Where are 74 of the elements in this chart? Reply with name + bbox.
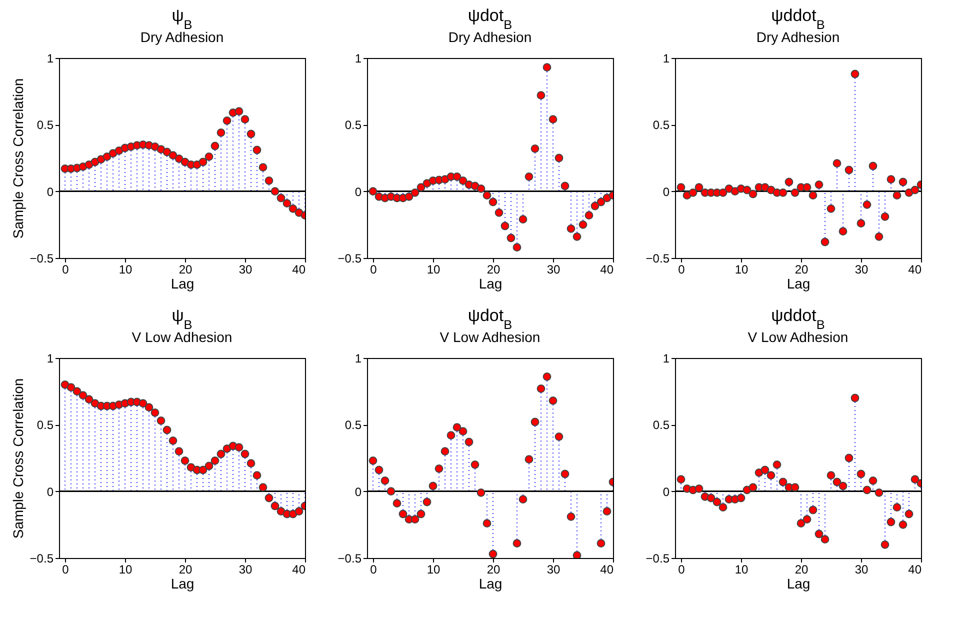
y-tick-label: 0.5 <box>36 418 54 432</box>
y-tick-label: 0 <box>354 184 362 199</box>
y-tick-label: −0.5 <box>646 552 670 566</box>
y-axis-title: Sample Cross Correlation <box>10 378 26 539</box>
x-tick-label: 0 <box>678 262 686 276</box>
x-tick-label: 20 <box>178 262 192 276</box>
y-tick-label: 1 <box>662 352 670 366</box>
x-tick-label: 20 <box>794 262 808 276</box>
chart-subtitle: V Low Adhesion <box>132 329 232 345</box>
x-tick-label: 10 <box>734 262 748 276</box>
x-tick-label: 10 <box>734 562 748 576</box>
y-tick-label: 1 <box>662 52 670 66</box>
y-tick-label: 0.5 <box>36 118 54 132</box>
y-tick-label: −0.5 <box>30 252 54 266</box>
x-tick-label: 40 <box>600 562 614 576</box>
x-tick-label: 30 <box>546 262 560 276</box>
x-tick-label: 40 <box>292 262 306 276</box>
y-axis-title: Sample Cross Correlation <box>10 78 26 239</box>
chart-title: ψ$_{B}$ <box>172 6 192 32</box>
x-tick-label: 0 <box>62 262 70 276</box>
x-tick-label: 20 <box>486 562 500 576</box>
x-tick-label: 0 <box>370 562 378 576</box>
y-tick-label: 0 <box>46 484 54 499</box>
x-tick-label: 30 <box>854 562 868 576</box>
x-tick-label: 40 <box>292 562 306 576</box>
x-axis-title: Lag <box>170 276 194 292</box>
x-tick-label: 30 <box>546 562 560 576</box>
x-tick-label: 40 <box>600 262 614 276</box>
chart-title: ψddot$_{B}$ <box>771 306 825 332</box>
x-tick-label: 0 <box>62 562 70 576</box>
x-tick-label: 40 <box>908 262 922 276</box>
x-axis-title: Lag <box>786 276 810 292</box>
chart-subtitle: Dry Adhesion <box>448 29 532 45</box>
y-tick-label: 0 <box>46 184 54 199</box>
x-axis-title: Lag <box>786 576 810 592</box>
y-tick-label: 1 <box>46 352 54 366</box>
y-tick-label: 0 <box>662 484 670 499</box>
chart-title: ψddot$_{B}$ <box>771 6 825 32</box>
y-tick-label: 1 <box>354 352 362 366</box>
x-tick-label: 20 <box>486 262 500 276</box>
x-tick-label: 10 <box>118 262 132 276</box>
y-tick-label: −0.5 <box>30 552 54 566</box>
chart-subtitle: V Low Adhesion <box>748 329 848 345</box>
y-tick-label: 1 <box>354 52 362 66</box>
y-tick-label: 0.5 <box>344 418 362 432</box>
x-axis-title: Lag <box>478 576 502 592</box>
y-tick-label: 0 <box>354 484 362 499</box>
x-axis-title: Lag <box>170 576 194 592</box>
y-tick-label: −0.5 <box>338 552 362 566</box>
x-tick-label: 30 <box>854 262 868 276</box>
y-tick-label: −0.5 <box>338 252 362 266</box>
x-tick-label: 0 <box>678 562 686 576</box>
x-tick-label: 40 <box>908 562 922 576</box>
x-tick-label: 10 <box>118 562 132 576</box>
y-tick-label: −0.5 <box>646 252 670 266</box>
y-tick-label: 0.5 <box>344 118 362 132</box>
x-tick-label: 30 <box>238 562 252 576</box>
chart-subtitle: Dry Adhesion <box>140 29 224 45</box>
x-tick-label: 20 <box>794 562 808 576</box>
chart-title: ψdot$_{B}$ <box>468 306 512 332</box>
chart-title: ψdot$_{B}$ <box>468 6 512 32</box>
x-axis-title: Lag <box>478 276 502 292</box>
x-tick-label: 30 <box>238 262 252 276</box>
y-tick-label: 0.5 <box>652 118 670 132</box>
x-tick-label: 10 <box>426 562 440 576</box>
y-tick-label: 1 <box>46 52 54 66</box>
chart-subtitle: Dry Adhesion <box>756 29 840 45</box>
x-tick-label: 10 <box>426 262 440 276</box>
x-tick-label: 0 <box>370 262 378 276</box>
y-tick-label: 0.5 <box>652 418 670 432</box>
x-tick-label: 20 <box>178 562 192 576</box>
chart-subtitle: V Low Adhesion <box>440 329 540 345</box>
y-tick-label: 0 <box>662 184 670 199</box>
chart-title: ψ$_{B}$ <box>172 306 192 332</box>
